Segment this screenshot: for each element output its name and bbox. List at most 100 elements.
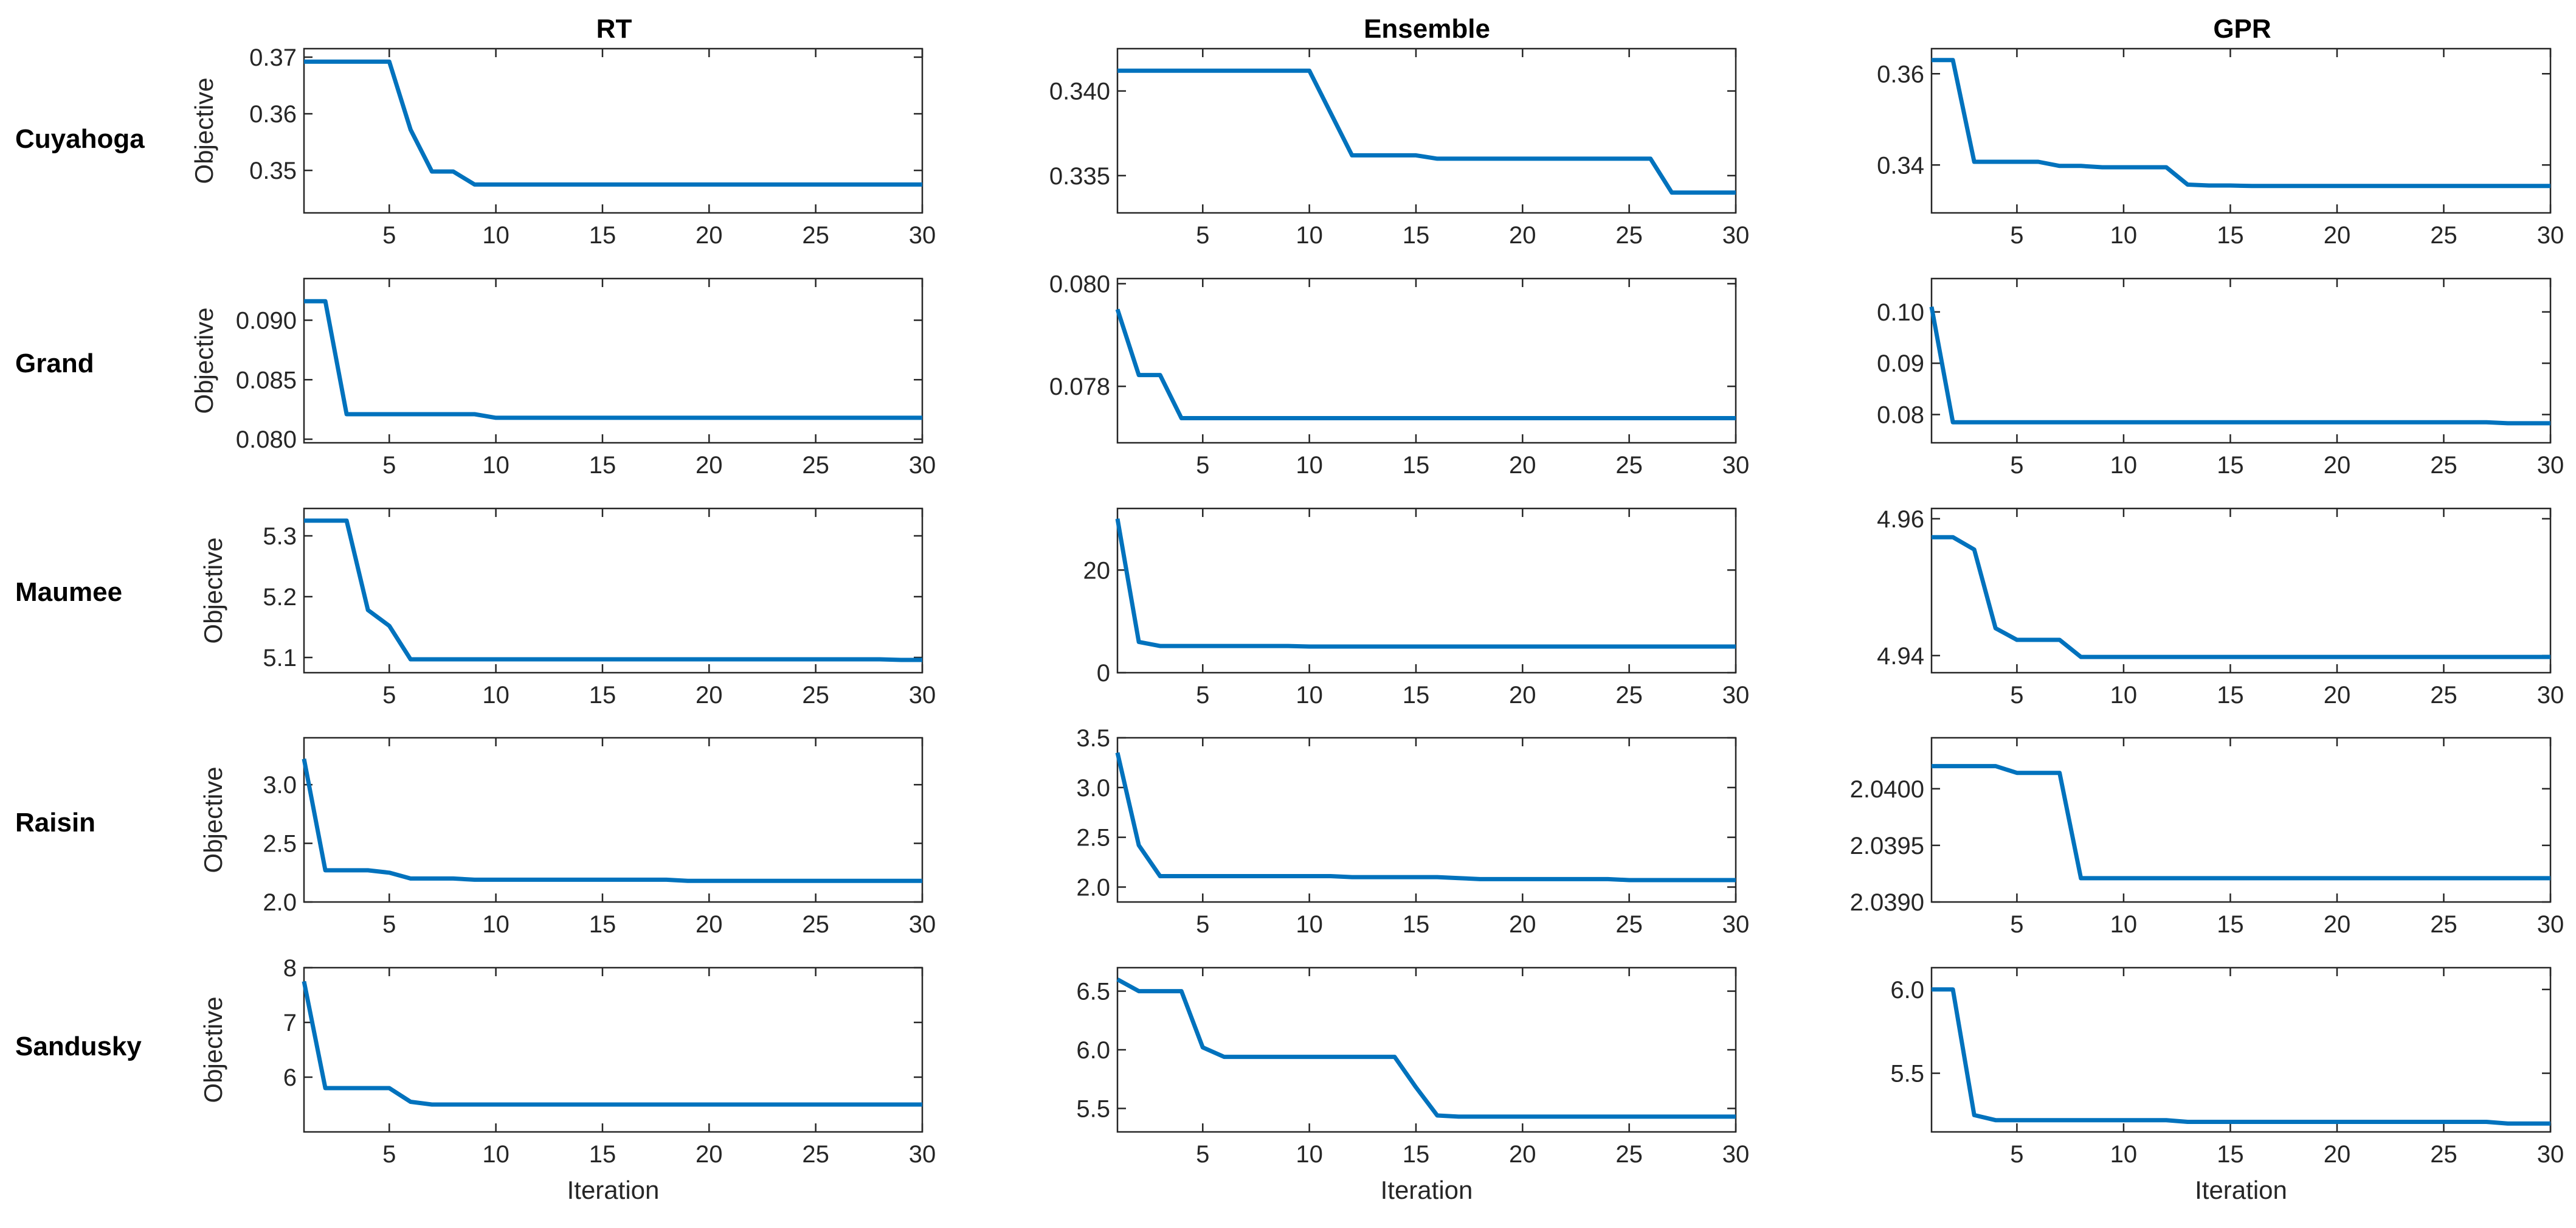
x-tick-label: 25 bbox=[802, 911, 829, 938]
x-tick-label: 30 bbox=[2537, 222, 2564, 249]
x-tick-label: 25 bbox=[1615, 222, 1643, 249]
panel-grand-gpr-axes-frame bbox=[1930, 277, 2552, 444]
x-tick-label: 5 bbox=[1196, 1141, 1209, 1168]
x-tick-label: 10 bbox=[482, 222, 509, 249]
series-line-rt bbox=[304, 299, 922, 420]
x-tick-label: 30 bbox=[1722, 222, 1750, 249]
x-tick-label: 15 bbox=[1403, 682, 1430, 709]
x-tick-label: 20 bbox=[696, 682, 723, 709]
x-tick-label: 20 bbox=[696, 911, 723, 938]
panel-sandusky-rt: 5 10 15 20 25 30 6 7 8 Objective Iteration bbox=[199, 955, 936, 1204]
x-tick-label: 30 bbox=[1722, 911, 1750, 938]
x-tick-label: 25 bbox=[2430, 452, 2457, 479]
y-tick-label: 2.0400 bbox=[1850, 776, 1924, 803]
y-tick-label: 5.1 bbox=[263, 645, 297, 671]
row-label-maumee: Maumee bbox=[15, 577, 122, 607]
y-tick-label: 2.0 bbox=[263, 889, 297, 916]
panel-cuyahoga-gpr: 5 10 15 20 25 30 0.34 0.36 bbox=[1877, 47, 2564, 249]
y-tick-label: 0.37 bbox=[249, 44, 297, 71]
series-line-gpr bbox=[1932, 535, 2550, 659]
y-tick-label: 0.078 bbox=[1049, 373, 1110, 400]
y-tick-label: 0.085 bbox=[236, 367, 297, 394]
x-tick-label: 15 bbox=[2217, 1141, 2244, 1168]
x-tick-label: 15 bbox=[589, 911, 616, 938]
x-tick-label: 20 bbox=[696, 1141, 723, 1168]
panel-raisin-rt: 5 10 15 20 25 30 2.0 2.5 3.0 Objective bbox=[199, 737, 936, 938]
y-tick-label: 0.36 bbox=[1877, 61, 1924, 88]
x-tick-label: 20 bbox=[696, 452, 723, 479]
row-label-sandusky: Sandusky bbox=[15, 1032, 142, 1061]
panel-sandusky-gpr-axes-frame bbox=[1930, 966, 2552, 1133]
y-axis-label: Objective bbox=[199, 537, 227, 643]
panel-raisin-rt-axes-frame bbox=[303, 737, 924, 903]
x-tick-label: 15 bbox=[1403, 222, 1430, 249]
x-tick-label: 15 bbox=[589, 222, 616, 249]
x-tick-label: 25 bbox=[1615, 452, 1643, 479]
panel-raisin-gpr-axes-frame bbox=[1930, 737, 2552, 903]
x-tick-label: 5 bbox=[2010, 682, 2023, 709]
panel-cuyahoga-rt: 5 10 15 20 25 30 0.35 0.36 0.37 Objective bbox=[190, 44, 936, 249]
x-tick-label: 30 bbox=[909, 1141, 936, 1168]
x-tick-label: 10 bbox=[2110, 1141, 2138, 1168]
series-line-ensemble bbox=[1117, 68, 1736, 195]
y-tick-label: 0.10 bbox=[1877, 299, 1924, 326]
subplot-grid: 5 10 15 20 25 30 0.35 0.36 0.37 Objective 5 10 15 20 2… bbox=[190, 44, 2564, 1204]
x-tick-label: 30 bbox=[909, 452, 936, 479]
row-labels: Cuyahoga Grand Maumee Raisin Sandusky bbox=[15, 124, 145, 1061]
y-tick-label: 5.5 bbox=[1890, 1061, 1924, 1088]
y-tick-label: 4.96 bbox=[1877, 506, 1924, 533]
x-tick-label: 5 bbox=[2010, 1141, 2023, 1168]
y-tick-label: 2.5 bbox=[1076, 825, 1110, 852]
y-axis-label: Objective bbox=[190, 307, 218, 414]
x-tick-label: 25 bbox=[2430, 911, 2457, 938]
y-tick-label: 3.0 bbox=[1076, 775, 1110, 802]
x-axis-label: Iteration bbox=[1381, 1176, 1473, 1204]
series-line-ensemble bbox=[1115, 308, 1736, 420]
y-tick-label: 20 bbox=[1083, 557, 1111, 584]
x-tick-label: 15 bbox=[1403, 911, 1430, 938]
y-axis-label: Objective bbox=[199, 766, 227, 873]
panel-grand-gpr: 5 10 15 20 25 30 0.08 0.09 0.10 bbox=[1877, 277, 2564, 479]
y-tick-label: 5.3 bbox=[263, 523, 297, 550]
x-tick-label: 5 bbox=[1196, 222, 1209, 249]
panel-sandusky-gpr: 5 10 15 20 25 30 5.5 6.0 Iteration bbox=[1890, 966, 2564, 1204]
x-tick-label: 25 bbox=[802, 1141, 829, 1168]
x-tick-label: 15 bbox=[2217, 911, 2244, 938]
x-tick-label: 5 bbox=[382, 222, 396, 249]
y-tick-label: 5.5 bbox=[1076, 1095, 1110, 1122]
series-line-rt bbox=[302, 980, 922, 1107]
x-tick-label: 10 bbox=[2110, 222, 2138, 249]
x-tick-label: 15 bbox=[2217, 222, 2244, 249]
x-tick-label: 20 bbox=[1509, 911, 1536, 938]
x-tick-label: 20 bbox=[1509, 222, 1536, 249]
x-tick-label: 20 bbox=[2324, 452, 2351, 479]
row-label-cuyahoga: Cuyahoga bbox=[15, 124, 145, 154]
column-titles: RT Ensemble GPR bbox=[596, 14, 2271, 44]
x-tick-label: 30 bbox=[1722, 1141, 1750, 1168]
y-tick-label: 2.5 bbox=[263, 831, 297, 858]
y-tick-label: 2.0395 bbox=[1850, 833, 1924, 859]
panel-maumee-gpr: 5 10 15 20 25 30 4.94 4.96 bbox=[1877, 506, 2564, 709]
x-tick-label: 20 bbox=[1509, 1141, 1536, 1168]
x-axis-label: Iteration bbox=[2195, 1176, 2287, 1204]
x-tick-label: 10 bbox=[482, 1141, 509, 1168]
x-tick-label: 10 bbox=[2110, 682, 2138, 709]
series-line-rt bbox=[304, 518, 922, 662]
x-tick-label: 25 bbox=[2430, 222, 2457, 249]
x-tick-label: 25 bbox=[1615, 911, 1643, 938]
x-tick-label: 5 bbox=[1196, 911, 1209, 938]
x-tick-label: 25 bbox=[1615, 1141, 1643, 1168]
y-tick-label: 0.335 bbox=[1049, 163, 1110, 190]
x-tick-label: 30 bbox=[909, 222, 936, 249]
y-tick-label: 4.94 bbox=[1877, 643, 1924, 670]
series-line-gpr bbox=[1929, 306, 2550, 426]
y-tick-label: 0.09 bbox=[1877, 350, 1924, 377]
x-tick-label: 5 bbox=[2010, 222, 2023, 249]
y-tick-label: 3.5 bbox=[1076, 725, 1110, 752]
column-title-ensemble: Ensemble bbox=[1364, 14, 1490, 44]
x-tick-label: 20 bbox=[2324, 911, 2351, 938]
x-tick-label: 5 bbox=[2010, 452, 2023, 479]
y-tick-label: 0.080 bbox=[236, 426, 297, 453]
y-tick-label: 0.36 bbox=[249, 101, 297, 128]
